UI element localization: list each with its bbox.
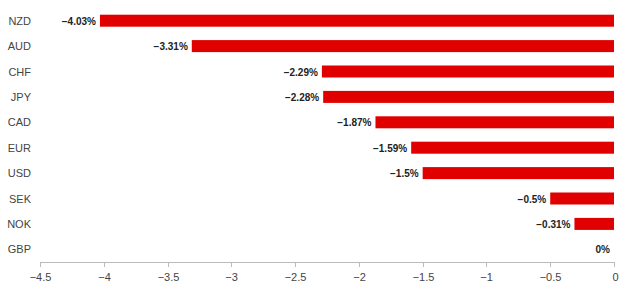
data-label: −3.31%: [154, 41, 188, 52]
x-tick: [359, 262, 360, 267]
data-label: 0%: [596, 244, 611, 255]
bar: [423, 167, 614, 179]
data-label: −1.59%: [373, 143, 407, 154]
x-tick-label: −0.5: [540, 271, 562, 283]
bar: [192, 40, 614, 52]
data-label: −2.28%: [285, 92, 319, 103]
chart-svg: −4.5 −4 −3.5 −3 −2.5 −2 −1.5 −1 −0.5 0 NZD AUD CHF JP…: [0, 0, 623, 291]
data-label: −2.29%: [284, 67, 318, 78]
x-tick-label: 0: [612, 271, 618, 283]
x-tick: [550, 262, 551, 267]
x-tick-label: −4: [98, 271, 111, 283]
x-tick: [231, 262, 232, 267]
x-tick-label: −3: [225, 271, 238, 283]
x-tick: [423, 262, 424, 267]
y-labels: NZD AUD CHF JPY CAD EUR USD SEK NOK GBP: [7, 15, 32, 256]
x-tick: [295, 262, 296, 267]
category-label: JPY: [11, 91, 32, 103]
x-tick: [104, 262, 105, 267]
data-label: −0.31%: [536, 219, 570, 230]
category-label: NOK: [7, 218, 32, 230]
category-label: AUD: [8, 40, 31, 52]
data-label: −1.5%: [390, 168, 419, 179]
x-ticks: −4.5 −4 −3.5 −3 −2.5 −2 −1.5 −1 −0.5 0: [30, 262, 619, 283]
bars: [100, 15, 614, 230]
bar: [323, 91, 614, 103]
x-axis-line: [40, 262, 614, 263]
bar: [322, 66, 614, 78]
category-label: SEK: [9, 193, 32, 205]
x-tick: [486, 262, 487, 267]
category-label: GBP: [8, 243, 31, 255]
data-label: −1.87%: [337, 117, 371, 128]
x-tick-label: −1: [480, 271, 493, 283]
category-label: USD: [8, 167, 31, 179]
x-tick-label: −4.5: [30, 271, 52, 283]
bar: [375, 116, 614, 128]
data-label: −0.5%: [518, 194, 547, 205]
bar: [574, 218, 614, 230]
bar: [100, 15, 614, 27]
category-label: EUR: [8, 142, 31, 154]
category-label: CAD: [8, 116, 31, 128]
bar: [550, 193, 614, 205]
x-tick-label: −2: [353, 271, 366, 283]
bar: [614, 243, 615, 255]
x-tick: [40, 262, 41, 267]
x-tick-label: −3.5: [158, 271, 180, 283]
x-tick: [168, 262, 169, 267]
category-label: NZD: [8, 15, 31, 27]
data-label: −4.03%: [62, 16, 96, 27]
category-label: CHF: [8, 66, 31, 78]
x-tick: [614, 262, 615, 267]
x-tick-label: −2.5: [285, 271, 307, 283]
bar: [411, 142, 614, 154]
data-labels: −4.03% −3.31% −2.29% −2.28% −1.87% −1.59% −1.5…: [62, 16, 610, 256]
x-tick-label: −1.5: [413, 271, 435, 283]
chart-container: −4.5 −4 −3.5 −3 −2.5 −2 −1.5 −1 −0.5 0 NZD AUD CHF JP…: [0, 0, 623, 291]
